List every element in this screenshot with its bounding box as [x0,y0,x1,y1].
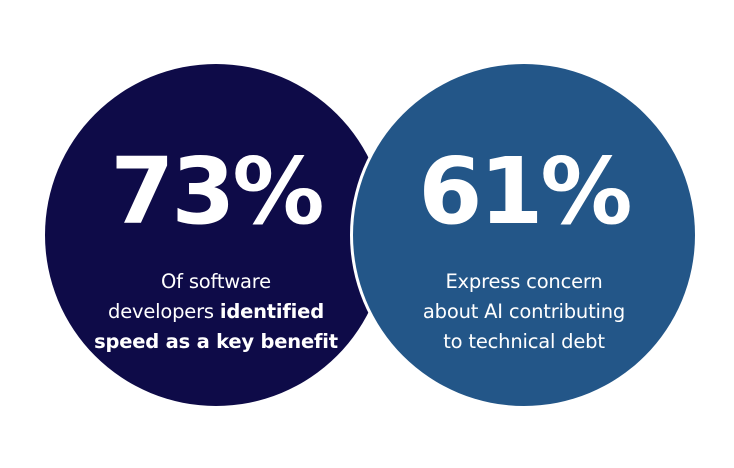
stat-value-technical-debt: 61% [418,138,632,245]
stat-circle-technical-debt: 61% Express concern about AI contributin… [353,64,695,406]
stat-caption-speed: Of software developers identified speed … [45,267,387,357]
caption-line: to technical debt [443,330,605,353]
caption-emphasis: identified [219,300,324,323]
caption-emphasis: speed as a key benefit [94,330,338,353]
caption-line: Express concern [445,270,603,293]
caption-text: developers [108,300,220,323]
stat-value-speed: 73% [110,138,324,245]
caption-line: about AI contributing [422,300,626,323]
stat-caption-technical-debt: Express concern about AI contributing to… [353,267,695,357]
caption-line: speed as a key benefit [45,327,387,357]
caption-line: developers identified [45,297,387,327]
caption-line: Of software [161,270,271,293]
stat-circle-speed: 73% Of software developers identified sp… [45,64,387,406]
